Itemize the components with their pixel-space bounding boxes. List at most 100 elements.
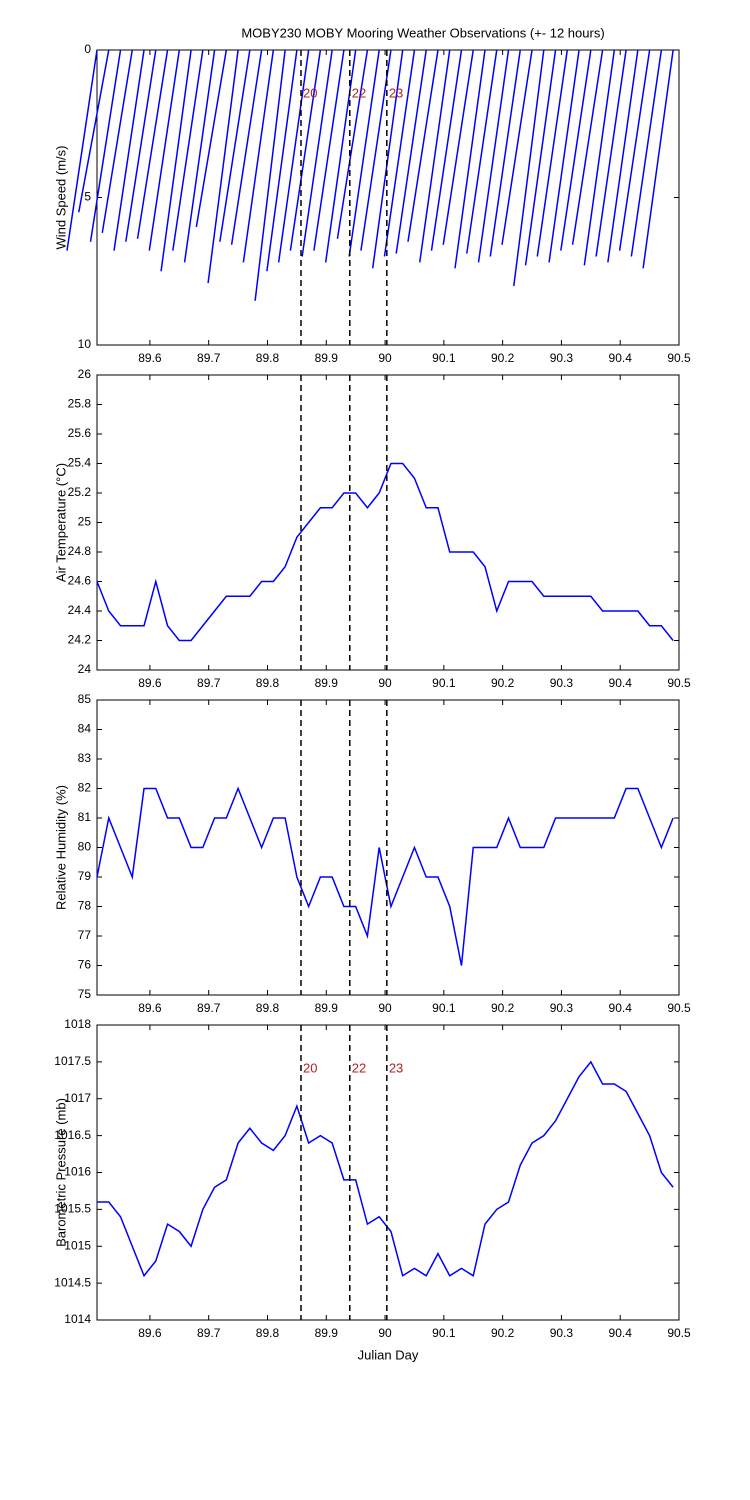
y-tick-label: 25 [78,515,92,529]
y-tick-label: 75 [78,987,92,1001]
x-tick-label: 90.2 [491,351,515,365]
x-tick-label: 90.4 [609,351,633,365]
event-label: 23 [389,85,403,100]
x-tick-label: 89.9 [315,1326,339,1340]
wind-stick [242,49,275,263]
wind-stick [418,49,451,263]
y-tick-label: 24.2 [68,633,92,647]
x-tick-label: 90.2 [491,1001,515,1015]
wind-stick [148,49,181,251]
wind-stick [513,49,545,287]
wind-stick [195,49,228,228]
y-tick-label: 24.6 [68,574,92,588]
wind-stick [254,49,286,301]
x-tick-label: 89.6 [138,1326,162,1340]
wind-stick [407,49,439,242]
wind-stick [454,49,486,269]
y-tick-label: 1015.5 [54,1202,91,1216]
x-tick-label: 90.3 [550,1001,574,1015]
wind-stick [78,49,110,213]
data-line [96,786,674,966]
wind-stick [207,49,239,284]
y-tick-label: 25.4 [68,456,92,470]
wind-stick [125,49,157,242]
x-tick-label: 90.1 [432,1326,456,1340]
wind-stick [442,49,474,245]
x-tick-label: 90.4 [609,1326,633,1340]
chart-title: MOBY230 MOBY Mooring Weather Observation… [241,25,604,40]
y-tick-label: 77 [78,928,92,942]
y-axis-label: Barometric Pressure (mb) [53,1098,68,1247]
y-tick-label: 81 [78,810,92,824]
wind-stick [618,49,651,251]
wind-stick [560,49,592,251]
y-tick-label: 1016.5 [54,1128,91,1142]
wind-stick [336,49,369,239]
y-tick-label: 24.4 [68,603,92,617]
y-tick-label: 85 [78,692,92,706]
wind-stick [219,49,251,242]
y-tick-label: 83 [78,751,92,765]
y-tick-label: 25.8 [68,397,92,411]
wind-stick [324,49,357,263]
y-tick-label: 26 [78,367,92,381]
x-tick-label: 89.7 [197,676,221,690]
x-tick-label: 89.7 [197,1326,221,1340]
y-tick-label: 1016 [64,1165,91,1179]
wind-stick [430,49,463,251]
x-tick-label: 90.5 [667,676,691,690]
x-tick-label: 89.6 [138,351,162,365]
event-label: 22 [352,85,366,100]
x-tick-label: 90.4 [609,676,633,690]
y-tick-label: 1018 [64,1017,91,1031]
x-tick-label: 90.5 [667,1326,691,1340]
y-tick-label: 1015 [64,1238,91,1252]
x-axis-label: Julian Day [358,1347,419,1362]
wind-stick [595,49,627,257]
wind-stick [172,49,204,251]
x-tick-label: 90 [378,1326,392,1340]
wind-stick [160,49,192,272]
wind-stick [630,49,663,257]
y-axis-label: Wind Speed (m/s) [53,145,68,249]
x-tick-label: 90.4 [609,1001,633,1015]
wind-stick [289,49,322,251]
wind-stick [277,49,310,263]
wind-stick [548,49,580,263]
y-tick-label: 1017 [64,1091,91,1105]
x-tick-label: 90.1 [432,676,456,690]
x-tick-label: 89.6 [138,676,162,690]
wind-stick [524,49,557,266]
y-tick-label: 80 [78,840,92,854]
x-tick-label: 89.7 [197,1001,221,1015]
wind-stick [571,49,604,245]
wind-stick [466,49,498,254]
data-line [97,1060,674,1278]
wind-stick [113,49,145,251]
wind-stick [66,49,98,251]
y-tick-label: 25.6 [68,426,92,440]
y-axis-label: Air Temperature (°C) [53,463,68,582]
y-tick-label: 24.8 [68,544,92,558]
wind-stick [183,49,216,263]
y-tick-label: 24 [78,662,92,676]
wind-stick [313,49,345,251]
wind-stick [395,49,427,254]
x-tick-label: 89.9 [315,1001,339,1015]
x-tick-label: 90.1 [432,351,456,365]
wind-stick [501,49,533,245]
event-label: 20 [303,85,317,100]
y-tick-label: 79 [78,869,92,883]
wind-stick [642,49,674,269]
y-tick-label: 78 [78,899,92,913]
x-tick-label: 89.6 [138,1001,162,1015]
wind-stick [301,49,333,257]
x-tick-label: 90 [378,351,392,365]
x-tick-label: 90.3 [550,1326,574,1340]
wind-stick [607,49,639,263]
y-tick-label: 84 [78,722,92,736]
x-tick-label: 89.8 [256,1001,280,1015]
x-tick-label: 90.5 [667,1001,691,1015]
x-tick-label: 90.2 [491,1326,515,1340]
